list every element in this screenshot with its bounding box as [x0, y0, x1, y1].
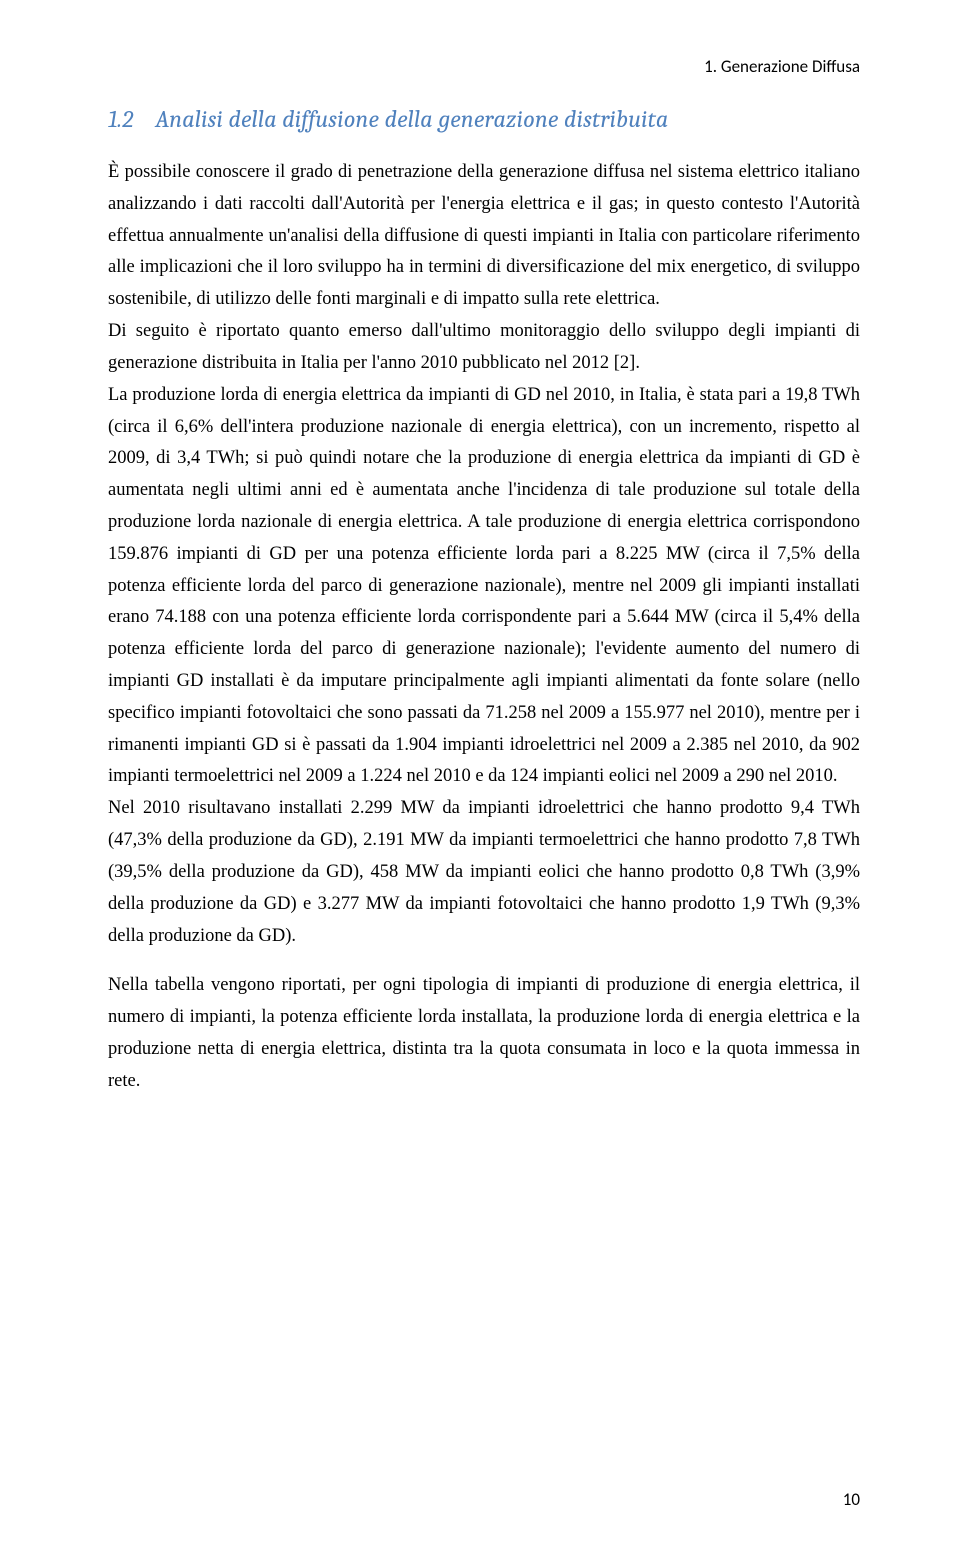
section-title: Analisi della diffusione della generazio… — [155, 105, 668, 133]
document-page: 1. Generazione Diffusa 1.2 Analisi della … — [0, 0, 960, 1546]
paragraph-gap — [108, 952, 860, 970]
paragraph: Di seguito è riportato quanto emerso dal… — [108, 316, 860, 380]
paragraph: È possibile conoscere il grado di penetr… — [108, 157, 860, 316]
running-head: 1. Generazione Diffusa — [108, 56, 860, 77]
paragraph: Nel 2010 risultavano installati 2.299 MW… — [108, 793, 860, 952]
body-text: È possibile conoscere il grado di penetr… — [108, 157, 860, 1098]
paragraph: La produzione lorda di energia elettrica… — [108, 380, 860, 794]
section-number: 1.2 — [108, 105, 133, 133]
section-heading: 1.2 Analisi della diffusione della genera… — [108, 105, 860, 133]
page-number: 10 — [843, 1489, 860, 1510]
paragraph: Nella tabella vengono riportati, per ogn… — [108, 970, 860, 1097]
